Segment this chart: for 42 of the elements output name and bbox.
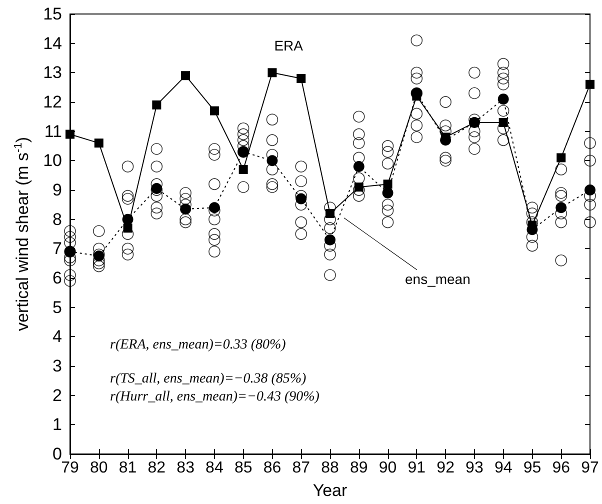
y-tick-label: 14 [43,34,62,53]
x-tick-label: 97 [581,460,599,476]
x-tick-label: 93 [466,460,484,476]
y-tick-label: 5 [52,298,62,317]
y-tick-label: 10 [43,151,62,170]
x-tick-label: 94 [494,460,512,476]
y-tick-label: 0 [52,444,62,464]
y-tick-label: 6 [52,268,62,288]
x-tick-label: 91 [408,460,426,476]
series-label: ERA [274,38,304,54]
x-tick-label: 90 [378,460,397,476]
x-tick-label: 88 [321,460,339,476]
annotation: r(ERA, ens_mean)=0.33 (80%) [110,338,286,352]
text: ens_mean [405,270,470,287]
y-tick-label: 11 [44,122,62,141]
y-tick-label: 4 [52,327,62,346]
y-tick-label: 7 [52,239,62,258]
x-tick-label: 95 [523,460,542,476]
y-tick-label: 1 [52,415,62,434]
x-tick-label: 87 [292,460,310,476]
x-tick-label: 89 [350,460,368,476]
x-tick-label: 79 [61,460,79,476]
y-tick-label: 15 [43,4,62,24]
annotation: r(Hurr_all, ens_mean)=−0.43 (90%) [110,390,320,404]
y-tick-label: 13 [43,63,62,82]
annotation: r(TS_all, ens_mean)=−0.38 (85%) [110,372,307,386]
y-tick-label: 12 [43,92,62,112]
y-tick-label: 9 [52,180,62,200]
x-axis-title: Year [312,481,348,500]
x-tick-label: 80 [90,460,108,476]
x-tick-label: 81 [118,460,137,476]
x-tick-label: 84 [206,460,224,476]
y-tick-label: 2 [52,386,62,405]
y-axis-title: vertical wind shear (m s-1) [12,137,32,331]
x-tick-label: 83 [176,460,195,476]
x-tick-label: 96 [552,460,570,476]
x-tick-label: 92 [436,460,455,476]
x-tick-label: 82 [148,460,166,476]
x-tick-label: 86 [263,460,282,476]
y-tick-label: 3 [52,356,62,376]
x-tick-label: 85 [234,460,252,476]
y-tick-label: 8 [52,210,62,229]
